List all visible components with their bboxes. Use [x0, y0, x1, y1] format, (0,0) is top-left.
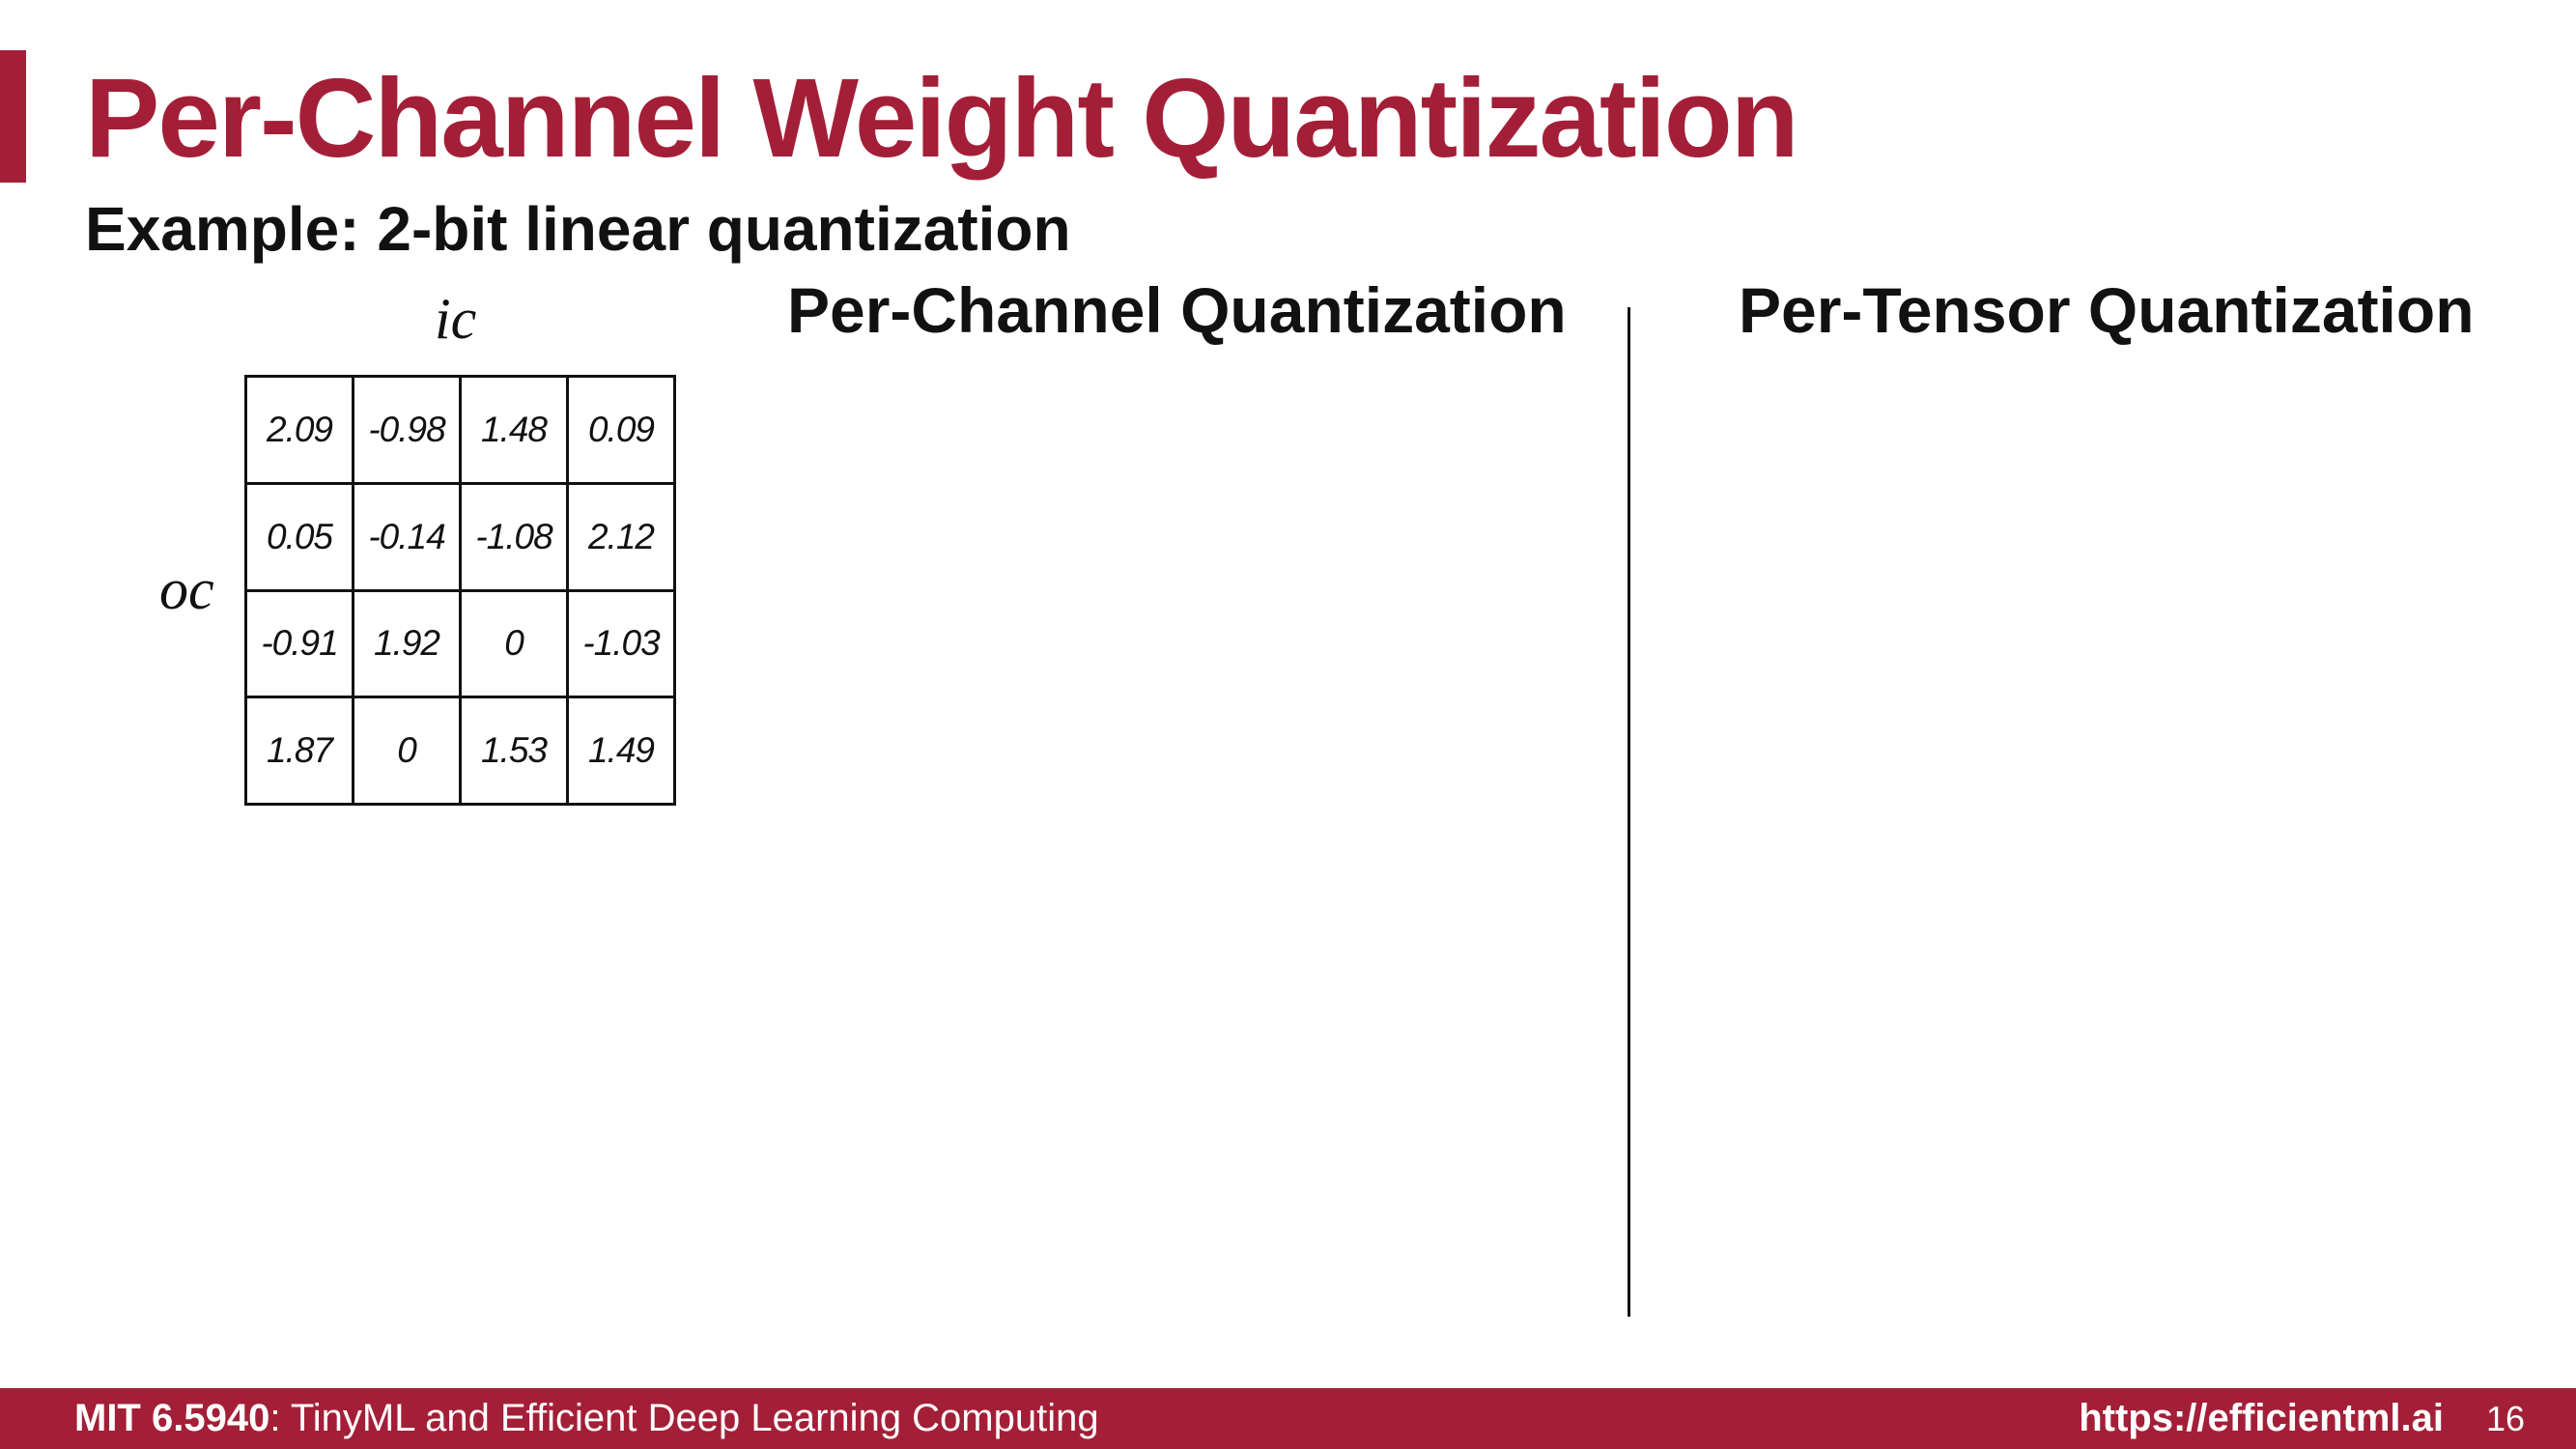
matrix-cell: -0.14	[352, 481, 462, 592]
page-number: 16	[2485, 1399, 2525, 1438]
output-channel-axis-label: oc	[159, 557, 214, 621]
footer-course: MIT 6.5940: TinyML and Efficient Deep Le…	[74, 1388, 1099, 1449]
matrix-cell: 0.05	[244, 481, 354, 592]
matrix-cell: 2.09	[244, 375, 354, 485]
matrix-row: 0.05 -0.14 -1.08 2.12	[244, 481, 676, 592]
matrix-cell: 0	[459, 588, 569, 699]
matrix-cell: -0.91	[244, 588, 354, 699]
matrix-cell: 1.53	[459, 696, 569, 806]
matrix-cell: -0.98	[352, 375, 462, 485]
matrix-cell: 0	[352, 696, 462, 806]
matrix-row: -0.91 1.92 0 -1.03	[244, 588, 676, 699]
slide-subtitle: Example: 2-bit linear quantization	[85, 194, 1071, 264]
matrix-cell: 1.87	[244, 696, 354, 806]
section-divider	[1628, 307, 1630, 1317]
matrix-cell: -1.03	[566, 588, 676, 699]
matrix-cell: 2.12	[566, 481, 676, 592]
slide-title: Per-Channel Weight Quantization	[85, 55, 1799, 181]
course-url-link[interactable]: https://efficientml.ai	[2079, 1397, 2444, 1439]
per-channel-heading: Per-Channel Quantization	[787, 274, 1567, 346]
matrix-cell: 0.09	[566, 375, 676, 485]
per-tensor-heading: Per-Tensor Quantization	[1739, 274, 2475, 346]
input-channel-axis-label: ic	[435, 287, 477, 351]
matrix-row: 1.87 0 1.53 1.49	[244, 696, 676, 806]
title-accent-bar	[0, 50, 26, 183]
matrix-cell: -1.08	[459, 481, 569, 592]
course-code: MIT 6.5940	[74, 1397, 270, 1439]
matrix-cell: 1.92	[352, 588, 462, 699]
matrix-cell: 1.48	[459, 375, 569, 485]
matrix-row: 2.09 -0.98 1.48 0.09	[244, 375, 676, 485]
weight-matrix: 2.09 -0.98 1.48 0.09 0.05 -0.14 -1.08 2.…	[244, 375, 676, 806]
footer-bar: MIT 6.5940: TinyML and Efficient Deep Le…	[0, 1388, 2576, 1449]
course-name: : TinyML and Efficient Deep Learning Com…	[269, 1397, 1099, 1439]
matrix-cell: 1.49	[566, 696, 676, 806]
